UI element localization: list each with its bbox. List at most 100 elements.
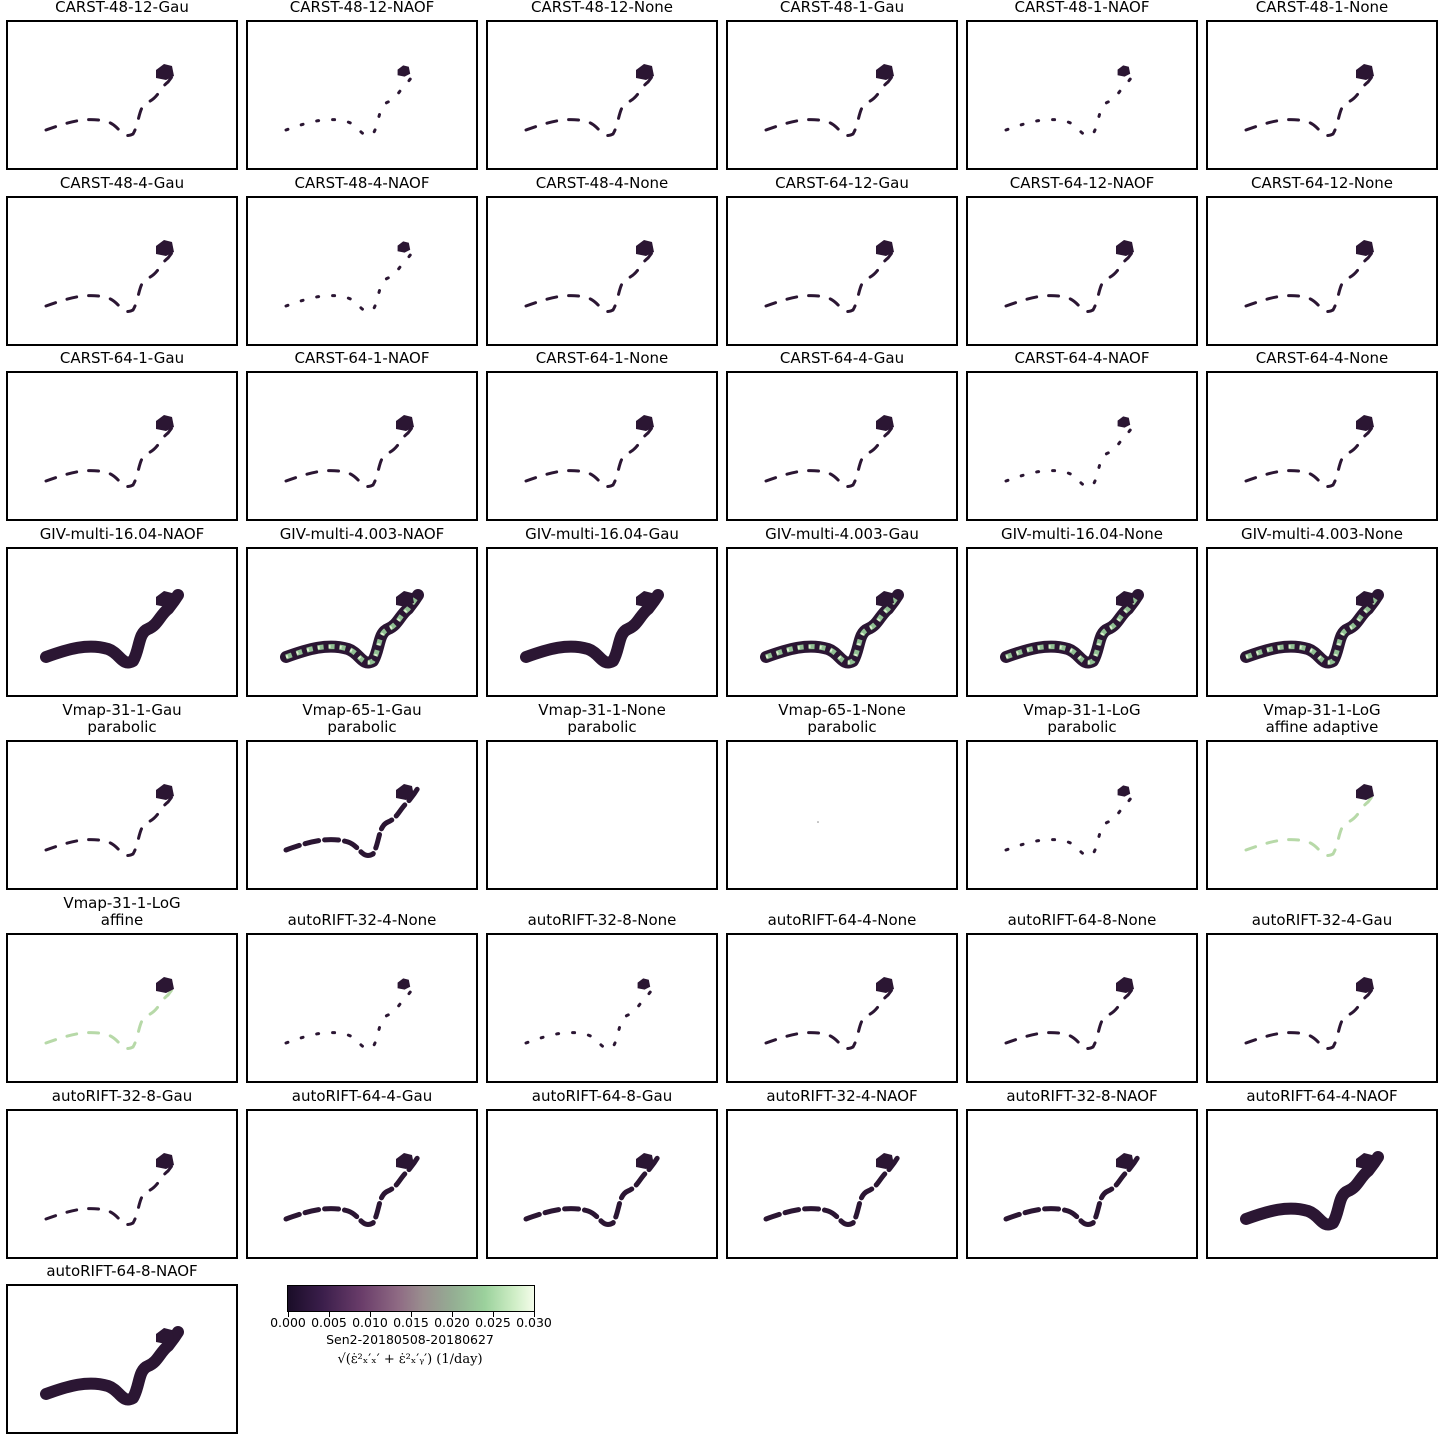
terminus-patch bbox=[156, 1153, 174, 1169]
terminus-patch bbox=[1356, 1153, 1374, 1169]
terminus-patch bbox=[1356, 240, 1374, 256]
map-speck bbox=[817, 821, 819, 823]
panel-frame bbox=[486, 196, 718, 346]
panel-title-subtitle: affine bbox=[100, 911, 144, 929]
panel-title: autoRIFT-32-4-None bbox=[236, 912, 488, 929]
panel-map bbox=[40, 589, 184, 669]
glacier-strain-field bbox=[40, 589, 184, 669]
panel-map bbox=[44, 977, 180, 1050]
terminus-patch bbox=[876, 591, 894, 607]
panel-title: Vmap-65-1-None parabolic bbox=[716, 702, 968, 736]
colorbar-tick bbox=[288, 1312, 289, 1317]
panel-title-method: CARST-64-1-None bbox=[535, 349, 669, 367]
terminus-patch bbox=[637, 978, 651, 990]
terminus-patch bbox=[397, 65, 411, 77]
terminus-patch bbox=[1356, 591, 1374, 607]
glacier-strain-peak bbox=[765, 594, 900, 664]
panel-title: Vmap-31-1-LoG parabolic bbox=[956, 702, 1208, 736]
panel-frame bbox=[6, 740, 238, 890]
panel-title: GIV-multi-4.003-NAOF bbox=[236, 526, 488, 543]
panel-map bbox=[44, 240, 180, 313]
terminus-patch bbox=[636, 591, 654, 607]
terminus-patch bbox=[156, 784, 174, 800]
panel-title: autoRIFT-64-4-None bbox=[716, 912, 968, 929]
panel-title-method: Vmap-31-1-LoG bbox=[63, 894, 181, 912]
terminus-patch bbox=[156, 591, 174, 607]
panel-frame bbox=[966, 933, 1198, 1083]
glacier-strain-field bbox=[520, 589, 664, 669]
glacier-strain-field bbox=[764, 242, 900, 313]
terminus-patch bbox=[876, 415, 894, 431]
terminus-patch bbox=[1117, 785, 1131, 797]
panel-frame bbox=[1206, 547, 1438, 697]
panel-title: GIV-multi-16.04-NAOF bbox=[0, 526, 248, 543]
terminus-patch bbox=[636, 1153, 654, 1169]
panel-title-method: CARST-64-4-Gau bbox=[779, 349, 905, 367]
panel-title-method: Vmap-31-1-Gau bbox=[62, 701, 182, 719]
panel-frame bbox=[486, 1109, 718, 1259]
terminus-patch bbox=[1116, 240, 1134, 256]
panel-frame bbox=[6, 371, 238, 521]
panel-title: Vmap-31-1-LoG affine bbox=[0, 895, 248, 929]
panel-frame bbox=[1206, 933, 1438, 1083]
panel-map bbox=[817, 821, 819, 823]
panel-title-method: GIV-multi-16.04-Gau bbox=[525, 525, 679, 543]
glacier-strain-field bbox=[284, 66, 420, 137]
panel-title-method: autoRIFT-64-8-Gau bbox=[531, 1087, 673, 1105]
panel-map bbox=[1240, 1151, 1384, 1231]
panel-frame bbox=[246, 547, 478, 697]
glacier-strain-field bbox=[764, 417, 900, 488]
glacier-strain-field bbox=[1004, 242, 1140, 313]
terminus-patch bbox=[876, 64, 894, 80]
glacier-strain-field bbox=[44, 979, 180, 1050]
panel-frame bbox=[966, 371, 1198, 521]
terminus-patch bbox=[396, 1153, 414, 1169]
panel-map bbox=[284, 415, 420, 488]
panel-map bbox=[284, 65, 420, 137]
panel-frame bbox=[726, 371, 958, 521]
panel-title: CARST-64-1-Gau bbox=[0, 350, 248, 367]
panel-map bbox=[1004, 416, 1140, 488]
panel-frame bbox=[6, 547, 238, 697]
panel-title-method: CARST-64-12-None bbox=[1250, 174, 1393, 192]
panel-frame bbox=[246, 371, 478, 521]
terminus-patch bbox=[876, 977, 894, 993]
panel-title: CARST-48-12-None bbox=[476, 0, 728, 16]
glacier-strain-field bbox=[44, 66, 180, 137]
panel-title-subtitle: parabolic bbox=[807, 718, 877, 736]
terminus-patch bbox=[156, 977, 174, 993]
colorbar-tick bbox=[329, 1312, 330, 1317]
panel-title-method: Vmap-31-1-LoG bbox=[1023, 701, 1141, 719]
terminus-patch bbox=[397, 241, 411, 253]
panel-title: CARST-48-1-NAOF bbox=[956, 0, 1208, 16]
panel-title-method: autoRIFT-32-8-Gau bbox=[51, 1087, 193, 1105]
glacier-strain-field bbox=[283, 1154, 421, 1227]
panel-map bbox=[1244, 64, 1380, 137]
glacier-strain-field bbox=[1244, 66, 1380, 137]
terminus-patch bbox=[156, 1328, 174, 1344]
panel-map bbox=[44, 415, 180, 488]
colorbar-tick bbox=[370, 1312, 371, 1317]
panel-title: Vmap-31-1-None parabolic bbox=[476, 702, 728, 736]
terminus-patch bbox=[636, 240, 654, 256]
glacier-strain-field bbox=[284, 417, 420, 488]
panel-map bbox=[1004, 65, 1140, 137]
panel-map bbox=[520, 589, 664, 669]
panel-title: Vmap-31-1-Gau parabolic bbox=[0, 702, 248, 736]
glacier-strain-field bbox=[283, 785, 421, 858]
panel-map bbox=[44, 64, 180, 137]
glacier-strain-field bbox=[764, 979, 900, 1050]
glacier-strain-field bbox=[1004, 66, 1140, 137]
panel-title-method: CARST-48-4-NAOF bbox=[294, 174, 430, 192]
glacier-strain-field bbox=[44, 417, 180, 488]
panel-frame bbox=[246, 196, 478, 346]
panel-title-method: Vmap-31-1-None bbox=[538, 701, 666, 719]
panel-map bbox=[1244, 977, 1380, 1050]
colorbar-tick-label: 0.010 bbox=[352, 1315, 388, 1330]
panel-title-method: autoRIFT-32-8-None bbox=[527, 911, 677, 929]
panel-frame bbox=[6, 196, 238, 346]
panel-title-method: CARST-48-4-Gau bbox=[59, 174, 185, 192]
panel-title-method: autoRIFT-32-4-None bbox=[287, 911, 437, 929]
panel-map bbox=[764, 64, 900, 137]
terminus-patch bbox=[1356, 784, 1374, 800]
